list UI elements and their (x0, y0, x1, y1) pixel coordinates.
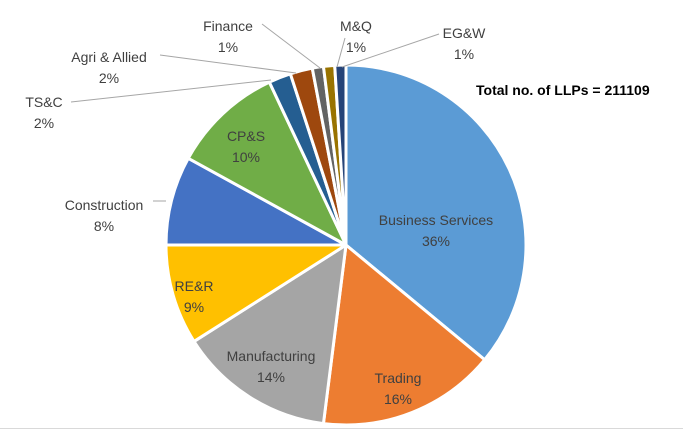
slice-label-finance: Finance (203, 18, 253, 34)
total-llps-annotation: Total no. of LLPs = 211109 (476, 82, 650, 98)
slice-label-manufacturing: Manufacturing (227, 348, 316, 364)
slice-label-trading: Trading (375, 370, 422, 386)
pie-slices (164, 63, 528, 427)
pie-slice-cpands (186, 80, 348, 247)
slice-label-cpands: CP&S (227, 128, 265, 144)
pie-slice-manufacturing (192, 243, 348, 426)
slice-label-reandr: RE&R (175, 278, 214, 294)
slice-pct-construction: 8% (94, 218, 114, 234)
slice-pct-agri-and-allied: 2% (99, 70, 119, 86)
slice-pct-cpands: 10% (232, 149, 260, 165)
slice-pct-business-services: 36% (422, 233, 450, 249)
leader-line-tsandc (70, 79, 272, 103)
slice-label-egandw: EG&W (443, 25, 487, 41)
slice-pct-trading: 16% (384, 391, 412, 407)
slice-pct-reandr: 9% (184, 299, 204, 315)
slice-label-mandq: M&Q (340, 18, 372, 34)
slice-labels: Business Services 36% Trading 16% Manufactur… (25, 18, 493, 407)
slice-label-tsandc: TS&C (25, 94, 62, 110)
slice-label-construction: Construction (65, 197, 144, 213)
pie-slice-business-services (344, 63, 528, 362)
slice-pct-tsandc: 2% (34, 115, 54, 131)
slice-pct-egandw: 1% (454, 46, 474, 62)
pie-slice-reandr (164, 243, 348, 343)
slice-pct-finance: 1% (218, 39, 238, 55)
leader-lines (70, 23, 440, 202)
slice-label-agri-and-allied: Agri & Allied (71, 49, 146, 65)
leader-line-mandq (336, 37, 346, 68)
pie-slice-egandw (333, 63, 348, 247)
slice-label-business-services: Business Services (379, 212, 493, 228)
pie-slice-construction (164, 156, 348, 247)
leader-line-egandw (341, 33, 440, 68)
slice-pct-manufacturing: 14% (257, 369, 285, 385)
pie-slice-trading (321, 243, 487, 427)
slice-pct-mandq: 1% (346, 39, 366, 55)
leader-line-finance (261, 23, 321, 69)
leader-line-agri-and-allied (159, 54, 297, 74)
